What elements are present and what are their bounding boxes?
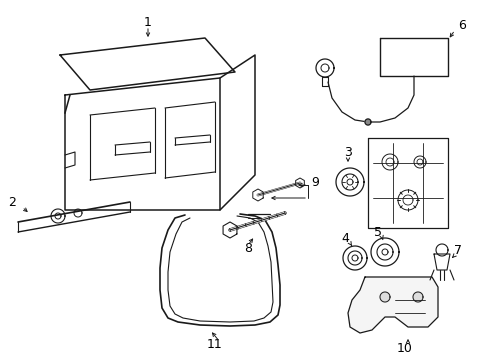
Text: 7: 7 — [453, 243, 461, 257]
Polygon shape — [412, 292, 422, 302]
Text: 10: 10 — [396, 342, 412, 355]
Text: 6: 6 — [457, 18, 465, 32]
Polygon shape — [364, 119, 370, 125]
Text: 9: 9 — [310, 176, 318, 189]
Text: 2: 2 — [8, 195, 16, 208]
Text: 3: 3 — [344, 145, 351, 158]
Polygon shape — [379, 292, 389, 302]
Text: 4: 4 — [340, 231, 348, 244]
Text: 11: 11 — [207, 338, 223, 351]
Text: 5: 5 — [373, 225, 381, 239]
Text: 1: 1 — [144, 15, 152, 28]
Polygon shape — [347, 277, 437, 333]
Text: 8: 8 — [244, 242, 251, 255]
